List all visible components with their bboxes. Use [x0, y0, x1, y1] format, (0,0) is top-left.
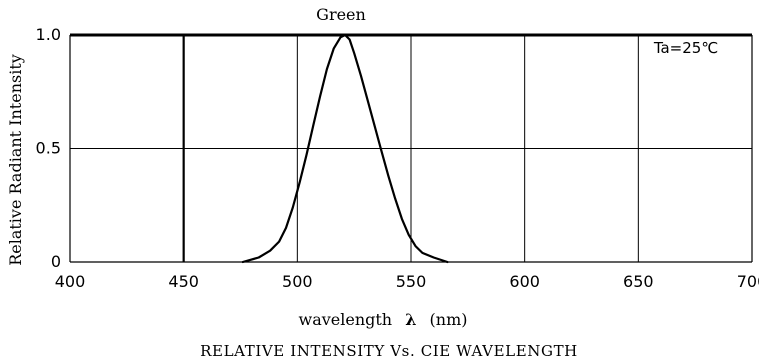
x-tick-label-400: 400 — [55, 272, 86, 291]
green-series — [241, 33, 449, 264]
chart-title: RELATIVE INTENSITY Vs. CIE WAVELENGTH — [200, 342, 578, 360]
x-tick-label-600: 600 — [509, 272, 540, 291]
y-tick-label-0: 0 — [51, 252, 61, 271]
grid-lines — [70, 35, 752, 262]
series-label: Green — [316, 5, 366, 24]
x-tick-label-650: 650 — [623, 272, 654, 291]
y-tick-label-0-5: 0.5 — [36, 139, 61, 158]
x-tick-labels: 400 450 500 550 600 650 700 — [55, 272, 759, 291]
x-axis-label-prefix: wavelength — [299, 310, 393, 329]
y-tick-label-1: 1.0 — [36, 25, 61, 44]
x-axis-label-unit: (nm) — [430, 310, 468, 329]
series-line-0 — [241, 33, 449, 264]
x-axis-label-symbol: λ — [405, 310, 416, 329]
y-axis-label: Relative Radiant Intensity — [6, 54, 25, 266]
x-tick-label-450: 450 — [168, 272, 199, 291]
x-tick-label-550: 550 — [396, 272, 427, 291]
x-tick-label-700: 700 — [737, 272, 759, 291]
plot-frame — [69, 33, 753, 263]
y-tick-labels: 0 0.5 1.0 — [36, 25, 61, 271]
temperature-annotation: Ta=25℃ — [653, 39, 718, 57]
x-tick-label-500: 500 — [282, 272, 313, 291]
x-axis-label: wavelength λ (nm) — [299, 310, 468, 329]
